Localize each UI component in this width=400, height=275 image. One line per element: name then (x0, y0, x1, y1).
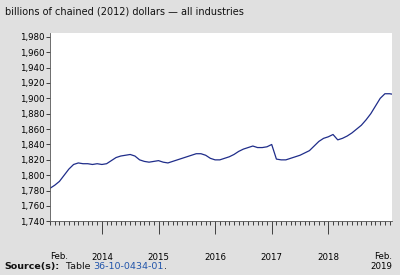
Text: 36-10-0434-01: 36-10-0434-01 (94, 262, 164, 271)
Text: Feb.: Feb. (50, 252, 68, 261)
Text: Feb.
2019: Feb. 2019 (370, 252, 392, 271)
Text: Source(s):: Source(s): (5, 262, 60, 271)
Text: .: . (164, 262, 167, 271)
Text: billions of chained (2012) dollars — all industries: billions of chained (2012) dollars — all… (5, 6, 244, 16)
Text: Table: Table (60, 262, 94, 271)
